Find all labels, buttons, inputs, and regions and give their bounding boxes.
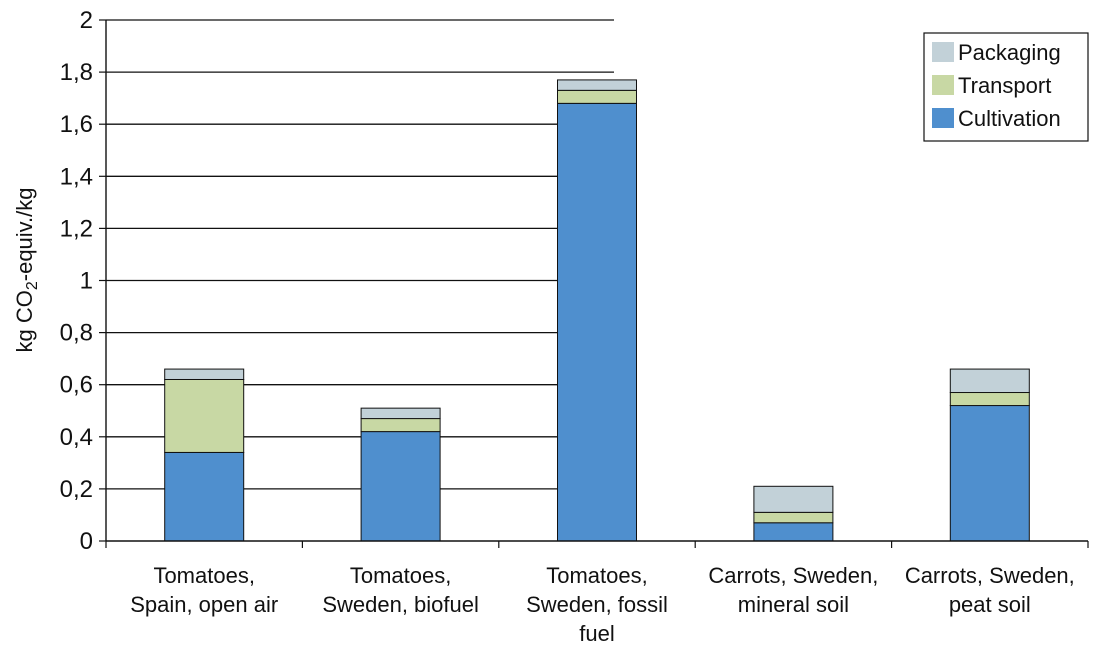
y-tick-label: 0,8 xyxy=(60,320,93,347)
y-axis-title-part: kg CO xyxy=(12,290,37,352)
x-category-label-line: peat soil xyxy=(949,592,1031,617)
legend-label-packaging: Packaging xyxy=(958,40,1061,65)
bar-segment-packaging xyxy=(360,407,441,420)
bar-segment-packaging xyxy=(753,485,834,513)
y-tick-label: 0,6 xyxy=(60,372,93,399)
y-tick-labels: 0 0,2 0,4 0,6 0,8 1 1,2 1,4 1,6 1,8 2 xyxy=(60,7,93,555)
bar-segment-cultivation xyxy=(949,405,1030,542)
bar-segment-transport xyxy=(360,418,441,433)
x-category-label: Tomatoes, Spain, open air xyxy=(130,563,278,617)
bar-segment-packaging xyxy=(557,79,637,91)
y-tick-label: 1,8 xyxy=(60,59,93,86)
bar-segment-cultivation xyxy=(360,431,441,542)
x-category-label-line: Sweden, biofuel xyxy=(322,592,479,617)
bar-segment-packaging xyxy=(949,368,1030,394)
legend-label-transport: Transport xyxy=(958,73,1051,98)
y-tick-label: 0,4 xyxy=(60,424,93,451)
legend: Packaging Transport Cultivation xyxy=(923,32,1089,142)
bars-layer xyxy=(164,79,1030,542)
legend-swatch-cultivation xyxy=(932,108,954,128)
axes-layer xyxy=(99,19,1089,548)
x-category-label-line: Carrots, Sweden, xyxy=(708,563,878,588)
x-category-label-line: Sweden, fossil xyxy=(526,592,668,617)
y-axis-title: kg CO2-equiv./kg xyxy=(12,187,41,352)
x-category-label-line: Tomatoes, xyxy=(350,563,452,588)
bar-segment-transport xyxy=(753,511,834,524)
bar-segment-packaging xyxy=(164,368,245,380)
x-category-label: Tomatoes, Sweden, biofuel xyxy=(322,563,479,617)
legend-label-cultivation: Cultivation xyxy=(958,106,1061,131)
y-tick-label: 0,2 xyxy=(60,476,93,503)
y-axis-title-subscript: 2 xyxy=(24,281,41,290)
bar-segment-cultivation xyxy=(753,522,834,542)
x-tick-labels: Tomatoes, Spain, open air Tomatoes, Sweden,… xyxy=(130,563,1075,645)
y-tick-label: 1,6 xyxy=(60,111,93,138)
x-category-label-line: fuel xyxy=(579,621,614,645)
y-tick-label: 1,4 xyxy=(60,163,93,190)
bar-segment-cultivation xyxy=(557,102,637,542)
bar-segment-transport xyxy=(949,392,1030,407)
y-tick-label: 0 xyxy=(80,528,93,555)
bar-segment-cultivation xyxy=(164,451,245,542)
y-axis-title-part: -equiv./kg xyxy=(12,187,37,281)
legend-swatch-packaging xyxy=(932,42,954,62)
x-category-label-line: Carrots, Sweden, xyxy=(905,563,1075,588)
y-tick-label: 2 xyxy=(80,7,93,34)
x-category-label-line: Tomatoes, xyxy=(546,563,648,588)
x-category-label-line: mineral soil xyxy=(738,592,849,617)
y-tick-label: 1,2 xyxy=(60,215,93,242)
x-category-label: Tomatoes, Sweden, fossil fuel xyxy=(526,563,668,645)
x-category-label-line: Spain, open air xyxy=(130,592,278,617)
bar-segment-transport xyxy=(164,378,245,453)
x-category-label: Carrots, Sweden, peat soil xyxy=(905,563,1075,617)
bar-segment-transport xyxy=(557,89,637,104)
y-tick-label: 1 xyxy=(80,268,93,295)
legend-swatch-transport xyxy=(932,75,954,95)
x-category-label-line: Tomatoes, xyxy=(153,563,255,588)
x-category-label: Carrots, Sweden, mineral soil xyxy=(708,563,878,617)
